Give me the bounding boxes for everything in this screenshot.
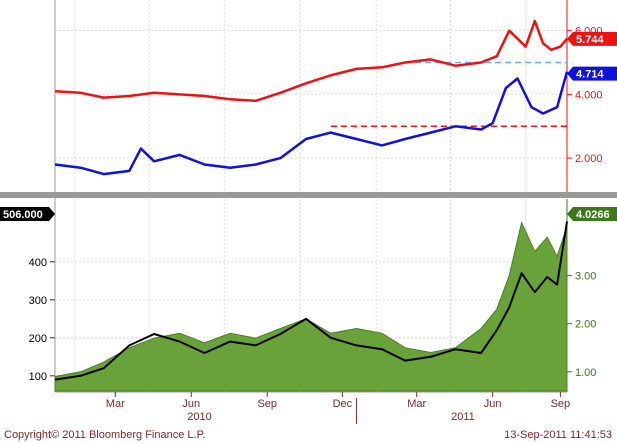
blue-series-line [54, 71, 569, 176]
red-series-line [54, 19, 568, 103]
x-month-label: Sep [257, 398, 277, 410]
red-last-value-tag: 5.744 [576, 34, 604, 46]
last-value-tags: 5.744 4.714 4.0266 506.000 [0, 31, 617, 221]
black-last-value-tag-bg [0, 207, 55, 221]
green-last-value-tag-bg [567, 207, 617, 221]
top-lines-layer [54, 19, 569, 176]
bottom-left-tick-label: 400 [29, 257, 47, 269]
green-area-series [54, 221, 568, 392]
x-month-label: Mar [106, 398, 125, 410]
panel-divider[interactable] [0, 192, 617, 198]
bottom-left-tick-label: 300 [29, 295, 47, 307]
bottom-right-tick-label: 1.00 [575, 367, 596, 379]
blue-last-value-tag-bg [567, 66, 617, 81]
x-year-label: 2010 [187, 411, 211, 423]
x-month-label: Dec [333, 398, 353, 410]
top-plot-background [55, 0, 567, 192]
bottom-area-layer [54, 221, 568, 392]
red-last-value-tag-bg [567, 31, 617, 46]
x-month-label: Jun [182, 398, 200, 410]
bottom-line-layer [54, 221, 568, 381]
blue-last-value-tag: 4.714 [576, 69, 604, 81]
x-axis-labels: Mar Jun Sep Dec Mar Jun Sep 2010 2011 [106, 392, 570, 424]
timestamp-text: 13-Sep-2011 11:41:53 [504, 429, 612, 441]
x-month-label: Sep [551, 398, 571, 410]
x-year-label: 2011 [451, 411, 475, 423]
x-month-label: Mar [407, 398, 426, 410]
bottom-left-tick-label: 100 [29, 371, 47, 383]
bottom-right-tick-label: 3.00 [575, 271, 596, 283]
black-series-line [54, 221, 568, 381]
green-last-value-tag: 4.0266 [576, 209, 610, 221]
bottom-left-tick-label: 200 [29, 333, 47, 345]
black-last-value-tag: 506.000 [3, 209, 43, 221]
top-right-tick-label: 2.000 [575, 153, 603, 165]
copyright-text: Copyright© 2011 Bloomberg Finance L.P. [4, 429, 206, 441]
x-month-label: Jun [484, 398, 502, 410]
bottom-right-tick-label: 2.00 [575, 319, 596, 331]
top-right-tick-label: 4.000 [575, 89, 603, 101]
